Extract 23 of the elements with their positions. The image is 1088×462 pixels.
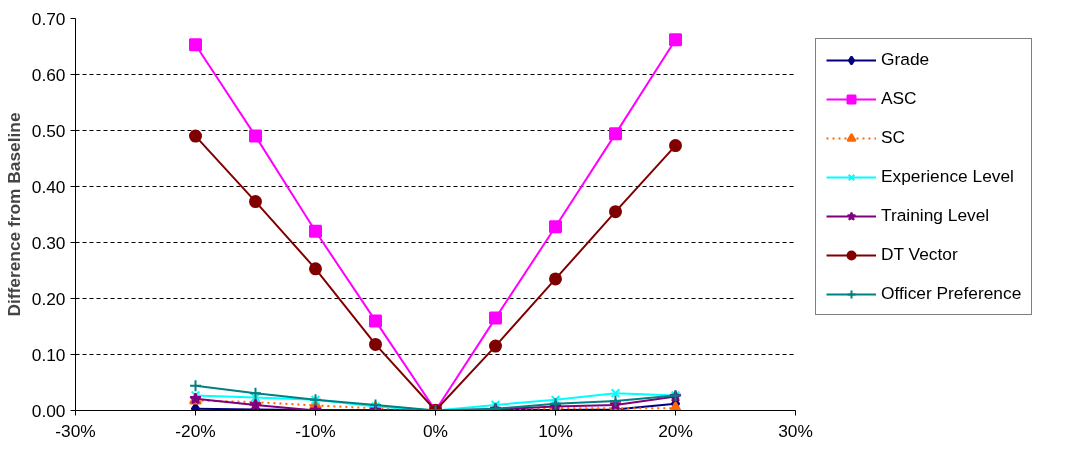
y-tick-label: 0.60 [31,64,66,85]
y-tick-label: 0.00 [31,400,66,421]
x-tick-label: 10% [538,420,573,441]
y-tick-label: 0.40 [31,176,66,197]
legend-label: DT Vector [881,244,958,265]
legend-label: Officer Preference [881,283,1022,304]
y-tick-label: 0.70 [31,8,66,29]
x-tick-label: 20% [658,420,693,441]
x-tick-label: -10% [295,420,336,441]
legend-label: Grade [881,49,930,70]
legend-label: Experience Level [881,166,1014,187]
x-tick-label: -30% [55,420,96,441]
legend-label: SC [881,127,906,148]
y-tick-label: 0.10 [31,344,66,365]
y-axis-title: Difference from Baseline [3,112,24,317]
x-tick-label: 0% [422,420,449,441]
x-tick-label: 30% [778,420,813,441]
legend-label: ASC [881,88,917,109]
x-tick-label: -20% [175,420,216,441]
legend-label: Training Level [881,205,990,226]
y-tick-label: 0.30 [31,232,66,253]
y-tick-label: 0.50 [31,120,66,141]
y-tick-label: 0.20 [31,288,66,309]
